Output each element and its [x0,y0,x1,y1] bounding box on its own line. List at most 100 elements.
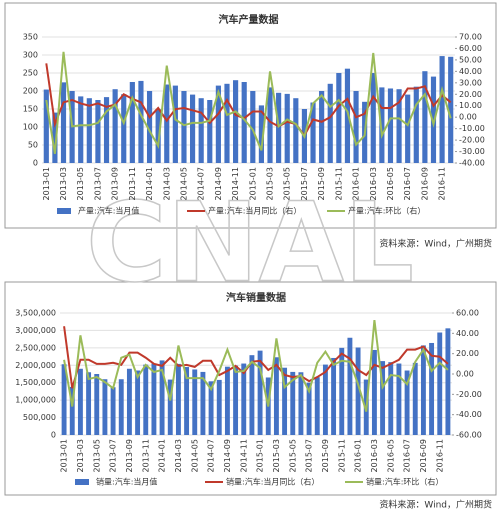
x-tick-label: 2013-03 [76,439,85,472]
bar [422,71,428,163]
bar [208,381,214,435]
y2-tick-label: 0.00 [456,370,474,379]
bar [126,368,132,435]
x-tick-label: 2014-11 [231,167,240,200]
chart-frame [4,281,497,496]
bar [86,372,92,435]
bar [224,366,230,435]
bar [404,370,410,435]
bar [282,367,288,435]
y-tick-label: 0 [33,159,38,168]
line-series [63,319,449,412]
y-tick-label: 2,500,000 [15,343,56,352]
legend-label: 产量:汽车:当月值 [78,206,139,216]
x-tick-label: 2016-11 [435,439,444,472]
bar [290,371,296,435]
bar [412,362,418,435]
bar [429,342,435,435]
y-tick-label: 3,500,000 [15,309,56,318]
bar [258,105,264,163]
x-tick-label: 2016-01 [354,439,363,472]
bar [77,368,83,435]
x-tick-label: 2015-05 [288,439,297,472]
bar [284,93,290,163]
bar [267,87,273,163]
bar [164,84,170,163]
line-series [45,51,452,154]
bar [241,363,247,435]
bar [437,332,443,435]
x-tick-label: 2014-05 [190,439,199,472]
y2-tick-label: 30.00 [459,78,482,87]
bar [43,89,49,163]
x-tick-label: 2015-05 [283,167,292,200]
x-tick-label: 2016-03 [369,167,378,200]
y2-tick-label: -20.00 [459,136,485,145]
bar [430,76,437,163]
x-tick-label: 2015-11 [337,439,346,472]
bar [198,98,204,163]
legend-label: 产量:汽车:环比（右） [348,206,425,216]
x-tick-label: 2016-01 [352,167,361,200]
bar [121,94,127,163]
x-tick-label: 2014-11 [239,439,248,472]
x-tick-label: 2016-11 [438,167,447,200]
y2-tick-label: -20.00 [456,390,482,399]
legend-label: 销量:汽车:当月值 [96,477,157,487]
x-tick-label: 2016-03 [370,439,379,472]
x-tick-label: 2014-07 [197,167,206,200]
bar [172,85,178,163]
bar [110,387,116,435]
x-tick-label: 2015-07 [305,439,314,472]
bar [215,85,221,163]
bar [339,347,345,435]
x-tick-label: 2013-09 [111,167,120,200]
x-tick-label: 2013-07 [93,167,102,200]
bar [103,97,110,163]
bar [52,112,58,163]
y-tick-label: 100 [23,123,38,132]
bar [135,370,141,435]
x-tick-label: 2016-09 [419,439,428,472]
bar [233,365,239,435]
x-tick-label: 2015-07 [300,167,309,200]
bar [336,73,342,163]
x-tick-label: 2014-09 [214,167,223,200]
bar [257,350,263,435]
x-tick-label: 2013-07 [109,439,118,472]
bar [60,82,67,163]
bar [138,80,144,163]
bar [298,372,304,435]
x-tick-label: 2013-01 [60,439,69,472]
chart-title: 汽车产量数据 [219,13,279,26]
bar [192,369,198,435]
bar [118,379,124,435]
bar [344,68,351,163]
x-tick-label: 2014-07 [207,439,216,472]
x-tick-label: 2013-09 [125,439,134,472]
y-tick-label: 250 [23,69,38,78]
x-tick-label: 2014-05 [179,167,188,200]
bar [207,100,213,163]
legend-label: 销量:汽车:环比（右） [366,477,443,487]
y-tick-label: 50 [28,141,38,150]
bar [306,382,312,435]
x-tick-label: 2015-11 [334,167,343,200]
y-tick-label: 150 [23,105,38,114]
y2-tick-label: 60.00 [456,309,479,318]
y2-tick-label: 60.00 [459,44,482,53]
bar [293,98,299,163]
x-tick-label: 2013-11 [128,167,137,200]
bar [175,363,181,435]
bar [370,73,376,163]
bar [184,367,190,435]
y2-tick-label: -40.00 [459,159,485,168]
legend-swatch [57,208,71,214]
bar [405,94,411,163]
x-tick-label: 2013-05 [92,439,101,472]
x-tick-label: 2013-11 [141,439,150,472]
bar [445,328,451,435]
y2-tick-label: 40.00 [459,67,482,76]
bar [371,349,377,435]
